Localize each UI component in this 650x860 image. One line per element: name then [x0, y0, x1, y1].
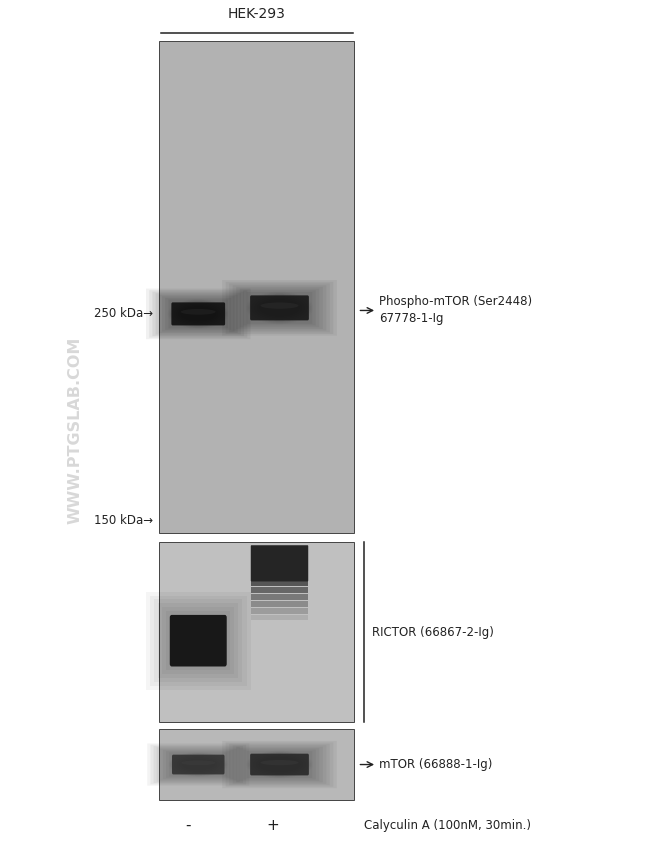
FancyBboxPatch shape — [233, 746, 326, 783]
FancyBboxPatch shape — [243, 750, 316, 779]
FancyBboxPatch shape — [150, 745, 246, 784]
Text: Calyculin A (100nM, 30min.): Calyculin A (100nM, 30min.) — [364, 819, 531, 832]
Ellipse shape — [174, 303, 223, 325]
FancyBboxPatch shape — [247, 292, 312, 323]
Ellipse shape — [171, 301, 226, 327]
FancyBboxPatch shape — [251, 545, 308, 581]
Ellipse shape — [259, 299, 300, 316]
Bar — [252, 615, 307, 620]
FancyBboxPatch shape — [250, 753, 309, 776]
Ellipse shape — [261, 300, 298, 316]
Bar — [252, 608, 307, 613]
Ellipse shape — [257, 756, 302, 773]
Ellipse shape — [261, 758, 298, 771]
FancyBboxPatch shape — [222, 741, 337, 788]
Ellipse shape — [253, 295, 306, 321]
FancyBboxPatch shape — [229, 744, 330, 785]
FancyBboxPatch shape — [170, 615, 227, 666]
FancyBboxPatch shape — [250, 295, 309, 321]
Bar — [159, 542, 354, 722]
FancyBboxPatch shape — [172, 755, 224, 775]
Ellipse shape — [180, 306, 216, 322]
FancyBboxPatch shape — [148, 743, 249, 786]
Ellipse shape — [177, 756, 220, 773]
Bar — [252, 601, 307, 606]
FancyBboxPatch shape — [163, 750, 233, 779]
Ellipse shape — [251, 753, 308, 776]
Bar — [159, 41, 354, 533]
Bar — [252, 580, 307, 586]
Text: RICTOR (66867-2-Ig): RICTOR (66867-2-Ig) — [372, 625, 494, 639]
FancyBboxPatch shape — [155, 293, 241, 335]
Text: mTOR (66888-1-Ig): mTOR (66888-1-Ig) — [379, 758, 492, 771]
Ellipse shape — [179, 305, 218, 322]
FancyBboxPatch shape — [152, 292, 244, 336]
FancyBboxPatch shape — [157, 747, 240, 782]
FancyBboxPatch shape — [226, 282, 333, 334]
Ellipse shape — [253, 754, 306, 775]
Ellipse shape — [173, 754, 224, 775]
Ellipse shape — [250, 752, 309, 777]
FancyBboxPatch shape — [169, 752, 227, 777]
Ellipse shape — [261, 303, 298, 309]
FancyBboxPatch shape — [165, 298, 231, 330]
Ellipse shape — [181, 309, 216, 315]
FancyBboxPatch shape — [243, 291, 316, 325]
Ellipse shape — [179, 758, 217, 771]
FancyBboxPatch shape — [168, 299, 228, 329]
FancyBboxPatch shape — [229, 284, 330, 332]
FancyBboxPatch shape — [172, 303, 225, 325]
Ellipse shape — [261, 760, 298, 765]
Text: WWW.PTGSLAB.COM: WWW.PTGSLAB.COM — [67, 336, 83, 524]
Ellipse shape — [174, 755, 222, 774]
Bar — [154, 599, 242, 682]
Ellipse shape — [258, 757, 301, 772]
Bar — [162, 607, 234, 674]
Text: 250 kDa→: 250 kDa→ — [94, 307, 153, 321]
Ellipse shape — [176, 756, 221, 773]
Bar — [158, 604, 239, 678]
FancyBboxPatch shape — [240, 748, 319, 781]
Bar — [146, 592, 251, 690]
Ellipse shape — [175, 304, 222, 324]
Ellipse shape — [172, 754, 225, 775]
FancyBboxPatch shape — [236, 746, 323, 783]
Ellipse shape — [259, 757, 300, 772]
Text: -: - — [186, 818, 191, 833]
FancyBboxPatch shape — [236, 287, 323, 329]
Ellipse shape — [258, 298, 301, 317]
FancyBboxPatch shape — [160, 748, 237, 781]
Bar — [252, 594, 307, 599]
Ellipse shape — [257, 298, 302, 318]
FancyBboxPatch shape — [146, 289, 250, 339]
Ellipse shape — [251, 295, 308, 321]
Bar — [150, 595, 246, 685]
Ellipse shape — [254, 296, 305, 320]
FancyBboxPatch shape — [150, 290, 247, 338]
FancyBboxPatch shape — [162, 297, 235, 331]
Ellipse shape — [180, 758, 216, 771]
Ellipse shape — [255, 755, 304, 774]
Text: HEK-293: HEK-293 — [227, 7, 286, 21]
Ellipse shape — [176, 304, 220, 324]
Ellipse shape — [172, 302, 224, 326]
Ellipse shape — [181, 759, 215, 771]
Ellipse shape — [177, 304, 219, 323]
FancyBboxPatch shape — [153, 746, 243, 783]
FancyBboxPatch shape — [226, 742, 333, 787]
Ellipse shape — [181, 760, 215, 765]
FancyBboxPatch shape — [247, 751, 312, 778]
Bar — [166, 611, 230, 671]
Bar — [252, 587, 307, 593]
Text: Phospho-mTOR (Ser2448)
67778-1-Ig: Phospho-mTOR (Ser2448) 67778-1-Ig — [379, 296, 532, 325]
FancyBboxPatch shape — [222, 280, 337, 335]
Ellipse shape — [250, 294, 309, 322]
Text: 150 kDa→: 150 kDa→ — [94, 513, 153, 527]
Ellipse shape — [178, 757, 218, 772]
Bar — [159, 729, 354, 800]
FancyBboxPatch shape — [233, 286, 326, 330]
Ellipse shape — [181, 307, 215, 321]
FancyBboxPatch shape — [240, 289, 319, 327]
Ellipse shape — [254, 754, 305, 775]
FancyBboxPatch shape — [166, 752, 231, 778]
